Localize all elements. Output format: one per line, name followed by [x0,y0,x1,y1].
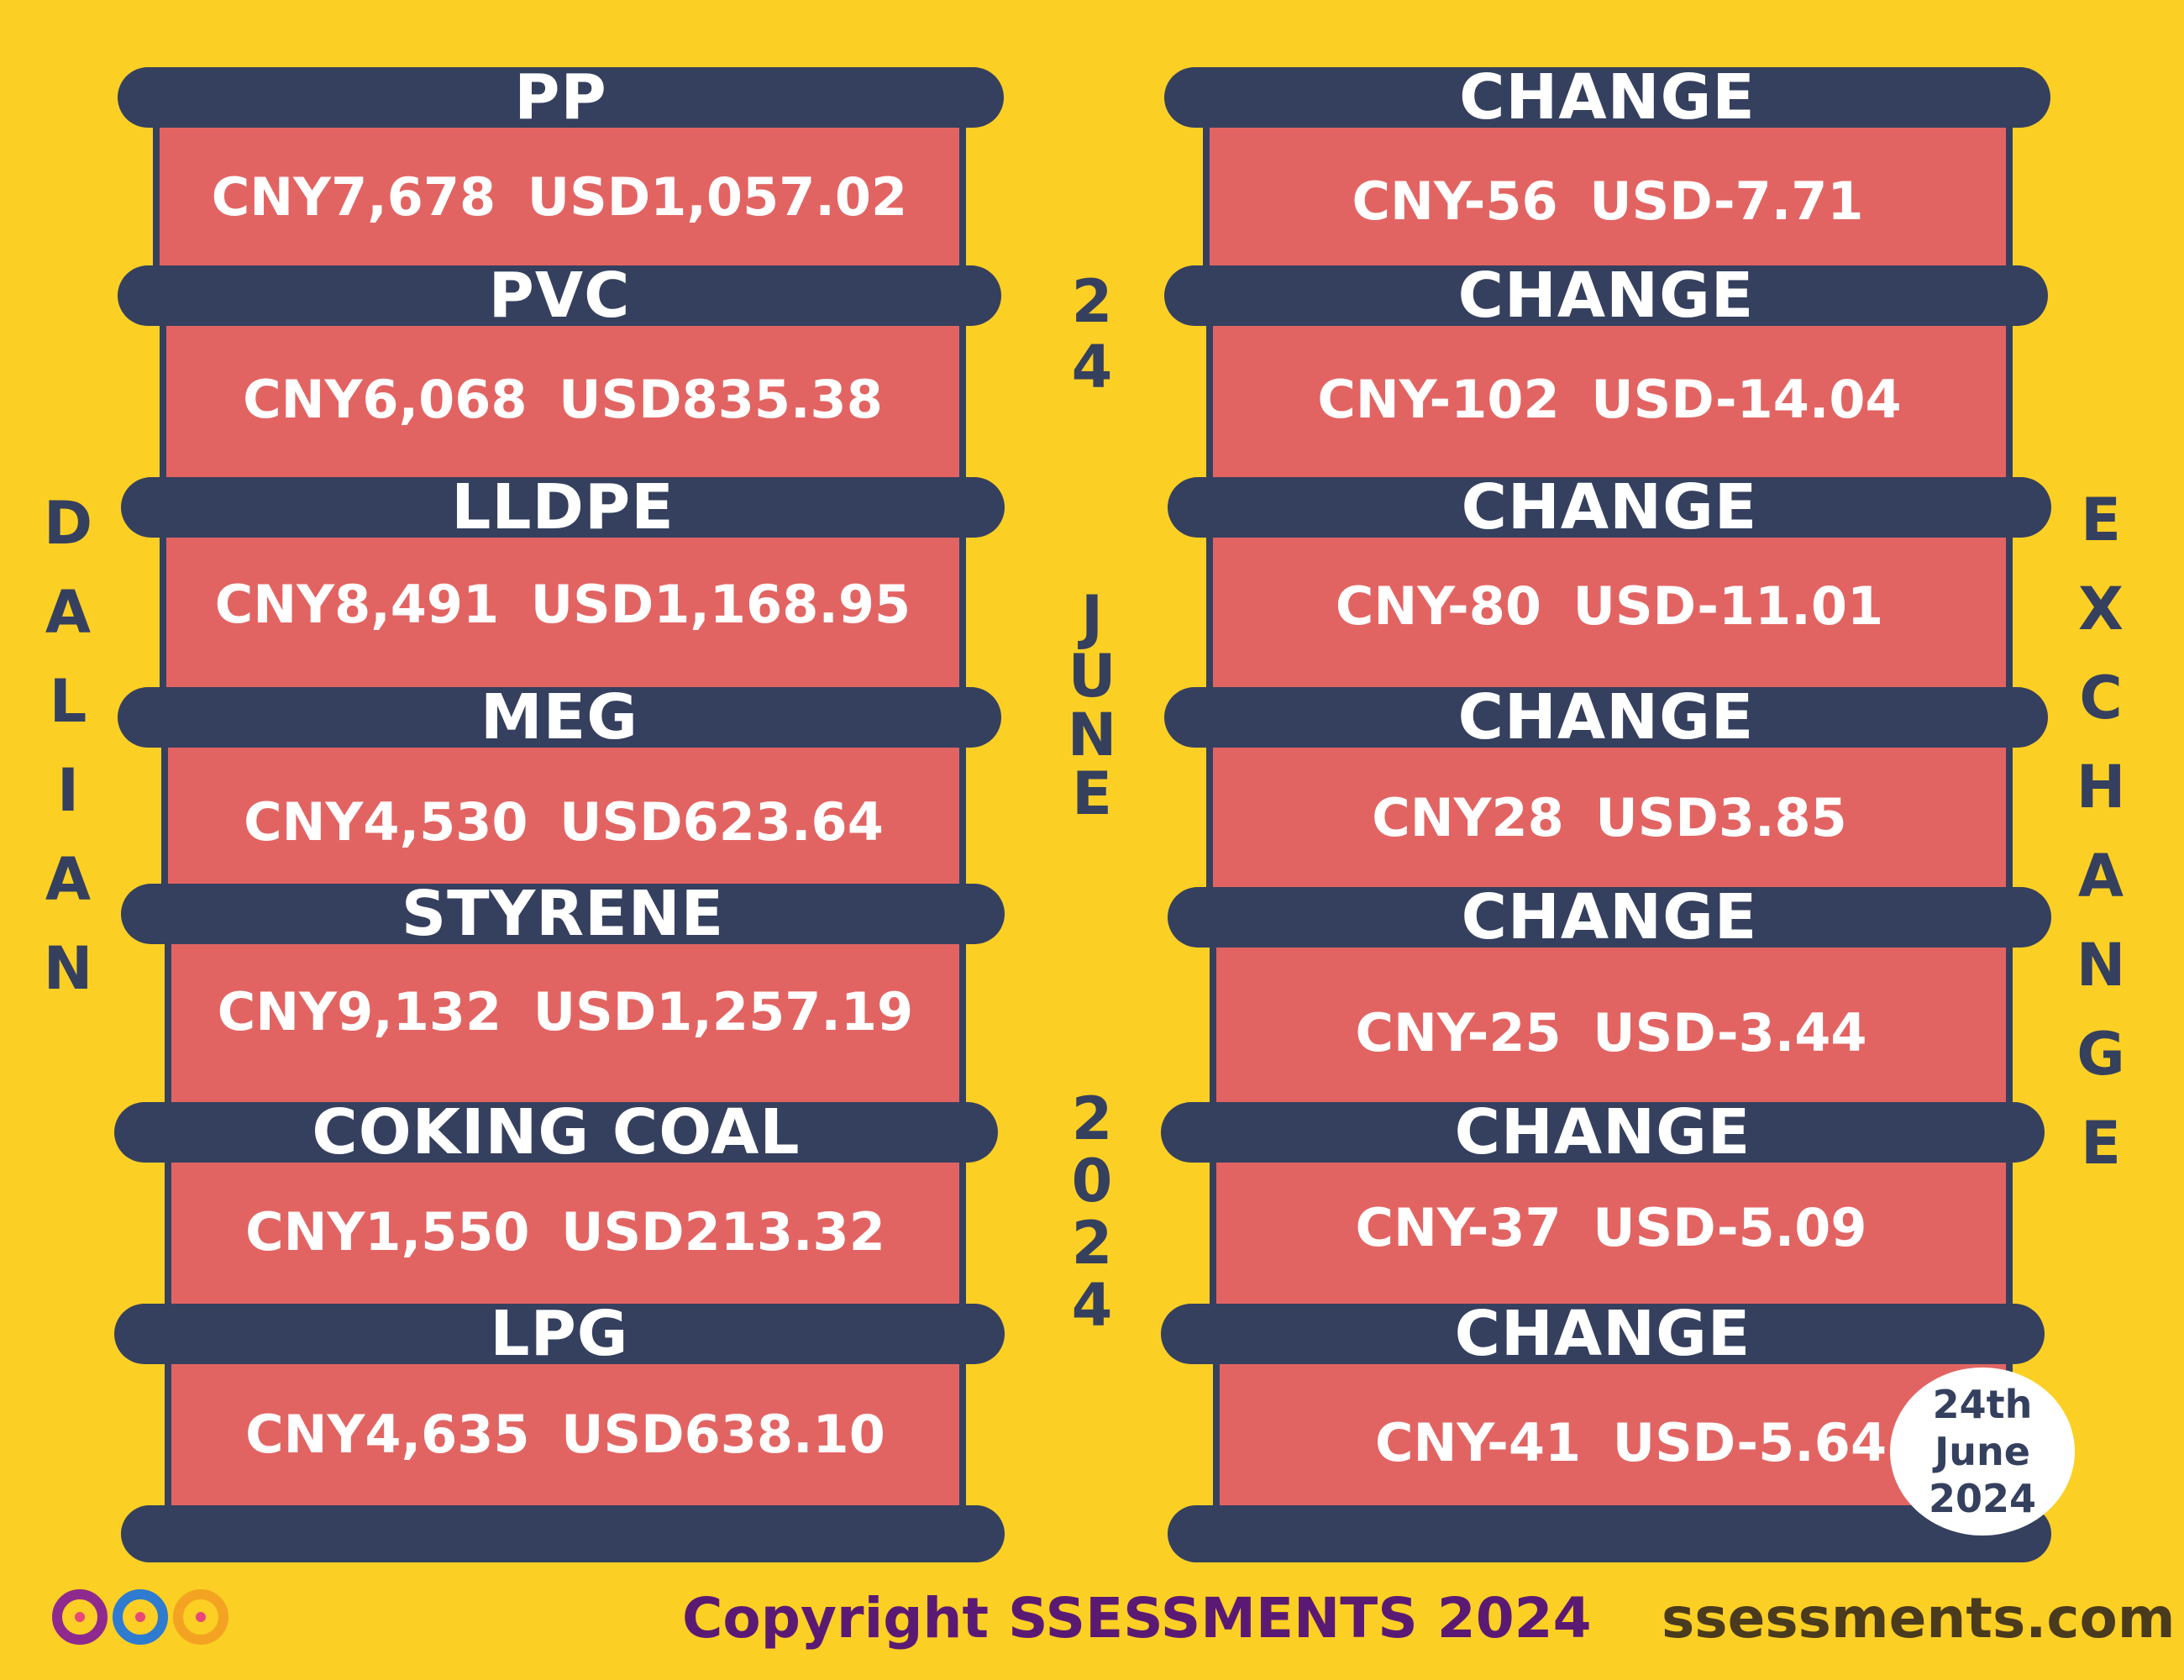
price-panel-pvc: CNY6,068 USD835.38 [160,319,966,480]
change-value: CNY-37 USD-5.09 [1355,1197,1867,1258]
price-value: CNY4,635 USD638.10 [245,1404,885,1465]
badge-day: 24th [1932,1382,2033,1427]
change-panel-styrene: CNY-25 USD-3.44 [1210,941,2013,1109]
badge-year: 2024 [1928,1476,2037,1521]
vertical-letter: A [45,578,92,647]
vertical-letter: U [1068,642,1116,711]
price-panel-coking-coal: CNY1,550 USD213.32 [165,1154,966,1319]
product-header-coking-coal: COKING COAL [114,1101,998,1163]
price-value: CNY6,068 USD835.38 [243,369,883,430]
price-value: CNY1,550 USD213.32 [245,1201,885,1263]
change-value: CNY-56 USD-7.71 [1352,171,1864,232]
vertical-letter: E [2081,1109,2121,1178]
product-header-pp: PP [118,66,1004,129]
website-link[interactable]: ssessments.com [1662,1586,2176,1651]
vertical-letter: 2 [1071,1209,1113,1278]
vertical-letter: 0 [1071,1147,1113,1215]
price-panel-lldpe: CNY8,491 USD1,168.95 [160,531,966,690]
product-header-lldpe: LLDPE [121,476,1005,538]
vertical-letter: 4 [1071,1271,1113,1340]
product-header-meg: MEG [118,686,1001,748]
vertical-letter: A [2077,842,2124,911]
change-panel-lldpe: CNY-80 USD-11.01 [1206,531,2013,690]
vertical-letter: X [2078,575,2124,643]
change-panel-coking-coal: CNY-37 USD-5.09 [1210,1154,2013,1319]
price-value: CNY4,530 USD623.64 [244,791,884,853]
ssessments-logo [50,1588,231,1650]
vertical-letter: J [1080,583,1104,652]
price-panel-meg: CNY4,530 USD623.64 [161,743,966,894]
vertical-letter: H [2076,753,2126,822]
price-value: CNY7,678 USD1,057.02 [211,166,908,228]
bottom-bar-right [1168,1505,2051,1562]
vertical-letter: I [56,756,80,825]
price-value: CNY9,132 USD1,257.19 [217,981,914,1042]
vertical-letter: C [2079,664,2123,732]
change-value: CNY-41 USD-5.64 [1375,1412,1887,1473]
change-value: CNY-25 USD-3.44 [1355,1002,1867,1063]
change-panel-pvc: CNY-102 USD-14.04 [1206,319,2013,480]
change-header-meg: CHANGE [1164,686,2048,748]
vertical-letter: G [2076,1020,2125,1089]
change-value: CNY-80 USD-11.01 [1335,575,1884,637]
change-value: CNY28 USD3.85 [1372,787,1847,848]
change-header-lldpe: CHANGE [1168,476,2051,538]
vertical-letter: N [43,934,93,1003]
copyright-text: Copyright SSESSMENTS 2024 [682,1586,1592,1651]
price-panel-styrene: CNY9,132 USD1,257.19 [165,941,966,1109]
vertical-letter: 2 [1071,267,1113,336]
change-panel-lpg: CNY-41 USD-5.64 [1213,1359,2013,1519]
date-badge: 24th June 2024 [1890,1368,2075,1536]
bottom-bar-left [121,1505,1005,1562]
vertical-letter: N [1067,701,1117,769]
product-header-pvc: PVC [118,265,1001,327]
change-header-styrene: CHANGE [1168,886,2051,948]
vertical-letter: 2 [1071,1084,1113,1153]
vertical-letter: A [45,845,92,914]
product-header-lpg: LPG [114,1303,1005,1365]
vertical-letter: E [1072,759,1112,828]
change-header-lpg: CHANGE [1161,1303,2045,1365]
price-panel-lpg: CNY4,635 USD638.10 [165,1359,966,1519]
vertical-letter: D [43,489,93,558]
change-value: CNY-102 USD-14.04 [1317,369,1902,430]
change-header-pp: CHANGE [1164,66,2050,129]
vertical-letter: N [2076,931,2126,1000]
vertical-letter: E [2081,486,2121,554]
badge-month: June [1935,1429,2030,1474]
change-panel-meg: CNY28 USD3.85 [1206,743,2013,894]
price-panel-pp: CNY7,678 USD1,057.02 [153,126,966,269]
change-panel-pp: CNY-56 USD-7.71 [1203,126,2013,269]
price-value: CNY8,491 USD1,168.95 [214,574,911,635]
change-header-pvc: CHANGE [1164,265,2048,327]
change-header-coking-coal: CHANGE [1161,1101,2045,1163]
product-header-styrene: STYRENE [121,883,1005,945]
vertical-letter: 4 [1071,333,1113,402]
vertical-letter: L [49,667,87,736]
